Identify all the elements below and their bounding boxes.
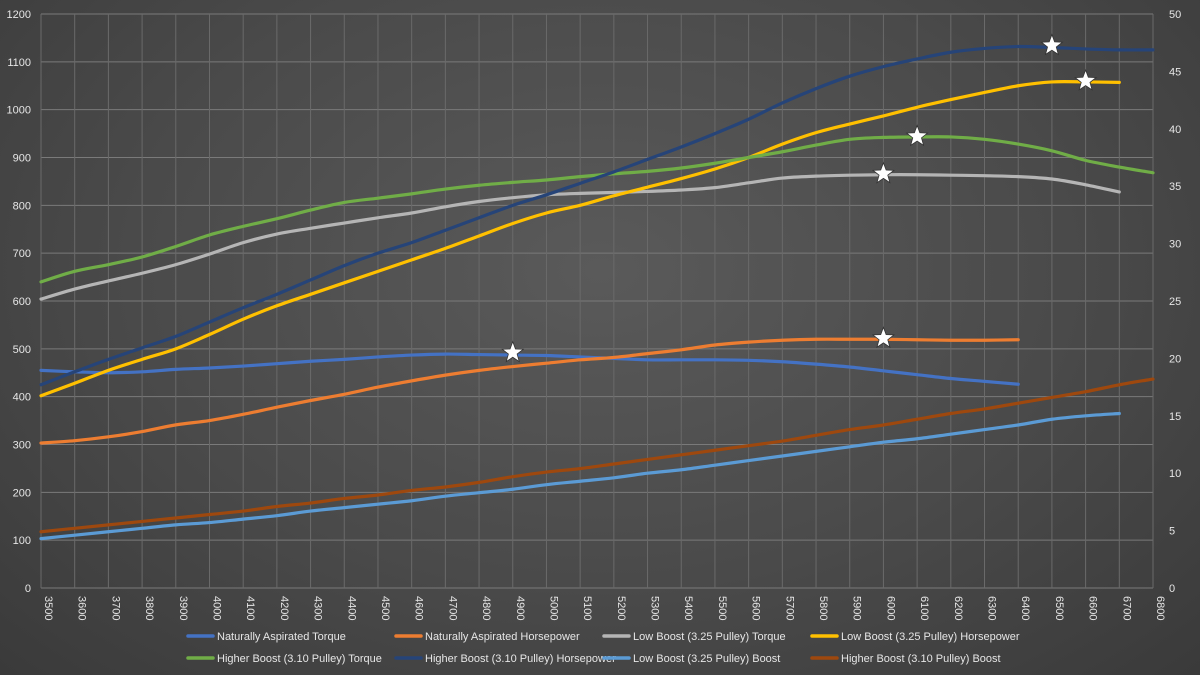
- x-tick-label: 6500: [1053, 596, 1065, 620]
- gridlines: [40, 13, 1154, 589]
- x-tick-label: 4200: [278, 596, 290, 620]
- legend-label-higher-boost-3-10-pulley-horsepower: Higher Boost (3.10 Pulley) Horsepower: [425, 653, 616, 665]
- x-tick-label: 6800: [1154, 596, 1166, 620]
- y2-tick-label: 5: [1169, 526, 1175, 538]
- y-tick-label: 100: [13, 535, 31, 547]
- y-tick-label: 600: [13, 296, 31, 308]
- x-tick-label: 5600: [750, 596, 762, 620]
- y2-tick-label: 10: [1169, 468, 1181, 480]
- y2-tick-label: 35: [1169, 181, 1181, 193]
- x-tick-label: 5000: [547, 596, 559, 620]
- x-tick-label: 6300: [986, 596, 998, 620]
- y2-tick-label: 45: [1169, 66, 1181, 78]
- legend-label-low-boost-3-25-pulley-horsepower: Low Boost (3.25 Pulley) Horsepower: [841, 631, 1020, 643]
- y-tick-label: 1200: [7, 9, 31, 21]
- y-tick-label: 1100: [7, 57, 31, 69]
- x-tick-label: 6700: [1120, 596, 1132, 620]
- peak-star-low-boost-3-25-pulley-torque: [871, 161, 895, 184]
- series-line-higher-boost-3-10-pulley-torque: [39, 135, 1155, 284]
- x-tick-label: 5100: [581, 596, 593, 620]
- x-tick-label: 6000: [884, 596, 896, 620]
- x-tick-label: 5800: [817, 596, 829, 620]
- legend-label-higher-boost-3-10-pulley-boost: Higher Boost (3.10 Pulley) Boost: [841, 653, 1001, 665]
- y2-tick-label: 15: [1169, 411, 1181, 423]
- x-tick-label: 3800: [143, 596, 155, 620]
- x-tick-label: 5500: [716, 596, 728, 620]
- legend-label-low-boost-3-25-pulley-boost: Low Boost (3.25 Pulley) Boost: [633, 653, 780, 665]
- series-line-low-boost-3-25-pulley-boost: [39, 411, 1121, 541]
- y-tick-label: 200: [13, 487, 31, 499]
- x-tick-label: 4300: [312, 596, 324, 620]
- y-tick-label: 1000: [7, 105, 31, 117]
- x-tick-label: 3700: [109, 596, 121, 620]
- series-line-naturally-aspirated-horsepower: [39, 337, 1020, 445]
- peak-markers: [501, 33, 1098, 363]
- x-tick-label: 4900: [514, 596, 526, 620]
- y2-tick-label: 25: [1169, 296, 1181, 308]
- x-axis: 3500 3600 3700 3800 3900 4000 4100 4200 4300 4400…: [42, 596, 1166, 620]
- y-tick-label: 400: [13, 392, 31, 404]
- series-line-higher-boost-3-10-pulley-horsepower: [39, 44, 1155, 387]
- legend-label-naturally-aspirated-torque: Naturally Aspirated Torque: [217, 631, 346, 643]
- series-lines: [39, 44, 1155, 541]
- x-tick-label: 5200: [615, 596, 627, 620]
- peak-star-low-boost-3-25-pulley-horsepower: [1074, 68, 1098, 91]
- x-tick-label: 4600: [413, 596, 425, 620]
- x-tick-label: 4100: [244, 596, 256, 620]
- x-tick-label: 4400: [345, 596, 357, 620]
- x-tick-label: 5900: [851, 596, 863, 620]
- y2-tick-label: 20: [1169, 353, 1181, 365]
- x-tick-label: 6400: [1019, 596, 1031, 620]
- y2-tick-label: 40: [1169, 124, 1181, 136]
- legend-label-naturally-aspirated-horsepower: Naturally Aspirated Horsepower: [425, 631, 580, 643]
- legend: Naturally Aspirated Torque Naturally Aspi…: [186, 631, 1020, 665]
- y2-tick-label: 50: [1169, 9, 1181, 21]
- peak-star-naturally-aspirated-horsepower: [871, 326, 895, 349]
- x-tick-label: 5300: [649, 596, 661, 620]
- series-line-low-boost-3-25-pulley-torque: [39, 173, 1121, 301]
- x-tick-label: 4500: [379, 596, 391, 620]
- legend-label-higher-boost-3-10-pulley-torque: Higher Boost (3.10 Pulley) Torque: [217, 653, 382, 665]
- y-axis-right: 0 5 10 15 20 25 30 35 40 45 50: [1169, 9, 1181, 595]
- y-tick-label: 300: [13, 440, 31, 452]
- x-tick-label: 3500: [42, 596, 54, 620]
- legend-label-low-boost-3-25-pulley-torque: Low Boost (3.25 Pulley) Torque: [633, 631, 786, 643]
- y-tick-label: 0: [25, 583, 31, 595]
- peak-star-higher-boost-3-10-pulley-torque: [905, 124, 929, 147]
- x-tick-label: 5400: [682, 596, 694, 620]
- x-tick-label: 5700: [783, 596, 795, 620]
- x-tick-label: 3900: [177, 596, 189, 620]
- series-line-naturally-aspirated-torque: [39, 352, 1020, 386]
- x-tick-label: 4800: [480, 596, 492, 620]
- x-tick-label: 6600: [1087, 596, 1099, 620]
- y-tick-label: 500: [13, 344, 31, 356]
- x-tick-label: 6200: [952, 596, 964, 620]
- x-tick-label: 4000: [210, 596, 222, 620]
- y-tick-label: 700: [13, 248, 31, 260]
- y-tick-label: 900: [13, 153, 31, 165]
- series-line-higher-boost-3-10-pulley-boost: [39, 377, 1155, 534]
- y2-tick-label: 30: [1169, 239, 1181, 251]
- series-line-low-boost-3-25-pulley-horsepower: [39, 80, 1121, 398]
- peak-star-higher-boost-3-10-pulley-horsepower: [1040, 33, 1064, 56]
- peak-star-naturally-aspirated-torque: [501, 340, 525, 363]
- x-tick-label: 3600: [76, 596, 88, 620]
- x-tick-label: 4700: [446, 596, 458, 620]
- y-tick-label: 800: [13, 200, 31, 212]
- y-axis-left: 0 100 200 300 400 500 600 700 800 900 1000 1100 1200: [7, 9, 31, 595]
- x-tick-label: 6100: [918, 596, 930, 620]
- y2-tick-label: 0: [1169, 583, 1175, 595]
